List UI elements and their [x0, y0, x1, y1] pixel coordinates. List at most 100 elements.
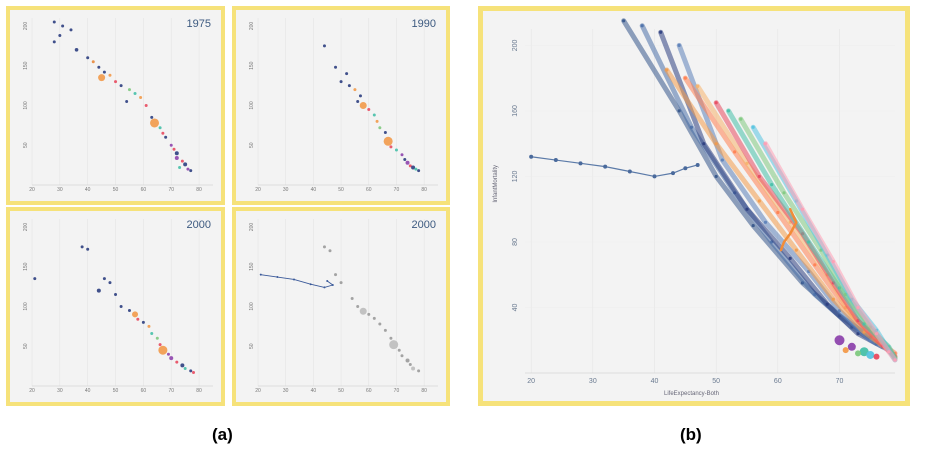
data-point [345, 72, 349, 76]
data-point [347, 84, 351, 88]
highlight-trail-point [695, 162, 700, 167]
trail-point [757, 199, 761, 203]
trail-point [831, 260, 835, 264]
x-tick-label: 60 [366, 388, 372, 394]
trail-point [714, 142, 718, 146]
trail-point [825, 302, 829, 306]
data-point [334, 65, 338, 69]
data-point [383, 328, 387, 332]
y-tick-label: 100 [249, 302, 255, 311]
trail-point [782, 191, 786, 195]
year-label: 2000 [411, 219, 436, 231]
data-point [80, 245, 84, 249]
data-point [155, 336, 159, 340]
data-point [367, 107, 371, 111]
data-point [174, 151, 179, 156]
trail-point [677, 43, 681, 47]
data-point [372, 113, 376, 117]
data-point [169, 143, 173, 147]
chart-panel-1990: 20 30 40 50 60 70 80 200 150 100 50 1990 [232, 6, 450, 205]
data-point [147, 324, 151, 328]
scatter-plot-2000-color: 20 30 40 50 60 70 80 200 150 100 50 [23, 219, 213, 394]
highlight-trail-point [553, 158, 558, 163]
trail-point [696, 84, 700, 88]
trail-point [714, 174, 718, 179]
data-point [108, 281, 112, 285]
trail-point [856, 332, 860, 336]
data-point [158, 343, 162, 347]
x-tick-label: 50 [113, 388, 119, 394]
data-point [847, 342, 856, 351]
x-tick-label: 50 [338, 388, 344, 394]
data-point [96, 288, 101, 293]
data-point [358, 94, 362, 98]
y-tick-label: 200 [23, 223, 29, 232]
trail-point [622, 19, 626, 23]
y-axis-label: InfantMortality [493, 165, 499, 203]
data-point [350, 297, 354, 301]
data-point [178, 166, 182, 170]
trail-point [794, 248, 798, 252]
trail-point [893, 358, 897, 362]
data-point [150, 332, 154, 336]
highlight-trail-point [326, 280, 329, 283]
trail-point [831, 297, 835, 301]
x-tick-label: 30 [57, 388, 63, 394]
chart-panel-trails: 20 30 40 50 60 70 200 160 120 80 40 LifeExpectancy-… [478, 6, 910, 406]
y-tick-label: 200 [512, 39, 519, 51]
data-point [417, 169, 421, 173]
data-point [186, 167, 190, 171]
data-point [389, 145, 393, 149]
x-tick-label: 20 [255, 187, 261, 193]
x-tick-label: 50 [113, 187, 119, 193]
trail-point [733, 150, 737, 154]
data-point [139, 96, 143, 100]
data-point [397, 348, 401, 352]
data-point [102, 70, 106, 74]
data-point [61, 24, 65, 28]
chart-panel-2000-highlight: 20 30 40 50 60 70 80 200 150 100 50 2000 [232, 207, 450, 406]
trail-point [720, 158, 724, 162]
year-label: 1975 [186, 18, 211, 30]
data-point [119, 84, 123, 88]
y-tick-label: 200 [23, 22, 29, 31]
trail-point [659, 30, 663, 34]
data-point [189, 369, 193, 373]
trail-point [807, 240, 811, 244]
trail-point [745, 161, 749, 165]
data-point [183, 367, 187, 371]
trail-point [757, 174, 761, 179]
x-tick-label: 20 [29, 187, 35, 193]
x-tick-label: 40 [85, 187, 91, 193]
data-point [405, 358, 410, 363]
y-tick-label: 200 [249, 22, 255, 31]
year-label: 2000 [186, 219, 211, 231]
x-tick-label: 80 [196, 388, 202, 394]
highlight-trail-point [259, 273, 262, 276]
chart-panel-1975: 20 30 40 50 60 70 80 200 150 100 50 1975 [6, 6, 225, 205]
data-point [91, 60, 95, 64]
x-tick-label: 70 [394, 187, 400, 193]
x-tick-label: 20 [255, 388, 261, 394]
data-point [842, 347, 849, 354]
data-point [400, 354, 404, 358]
x-tick-label: 20 [527, 378, 535, 385]
data-point [180, 159, 184, 163]
data-point [417, 369, 421, 373]
trail-point [788, 256, 792, 260]
data-point [378, 322, 382, 326]
trail-point [739, 117, 743, 121]
y-tick-label: 120 [512, 170, 519, 182]
x-tick-label: 40 [311, 187, 317, 193]
chart-panel-2000-color: 20 30 40 50 60 70 80 200 150 100 50 2000 [6, 207, 225, 406]
scatter-plot-2000-highlight: 20 30 40 50 60 70 80 200 150 100 50 [249, 219, 438, 394]
trail-point [856, 305, 860, 310]
data-point [169, 356, 174, 361]
data-point [69, 28, 73, 32]
trail-point [874, 332, 879, 336]
x-tick-label: 70 [394, 388, 400, 394]
y-tick-label: 50 [249, 343, 255, 349]
highlight-trail [260, 274, 334, 288]
y-tick-label: 100 [23, 101, 29, 110]
data-point [383, 136, 393, 146]
